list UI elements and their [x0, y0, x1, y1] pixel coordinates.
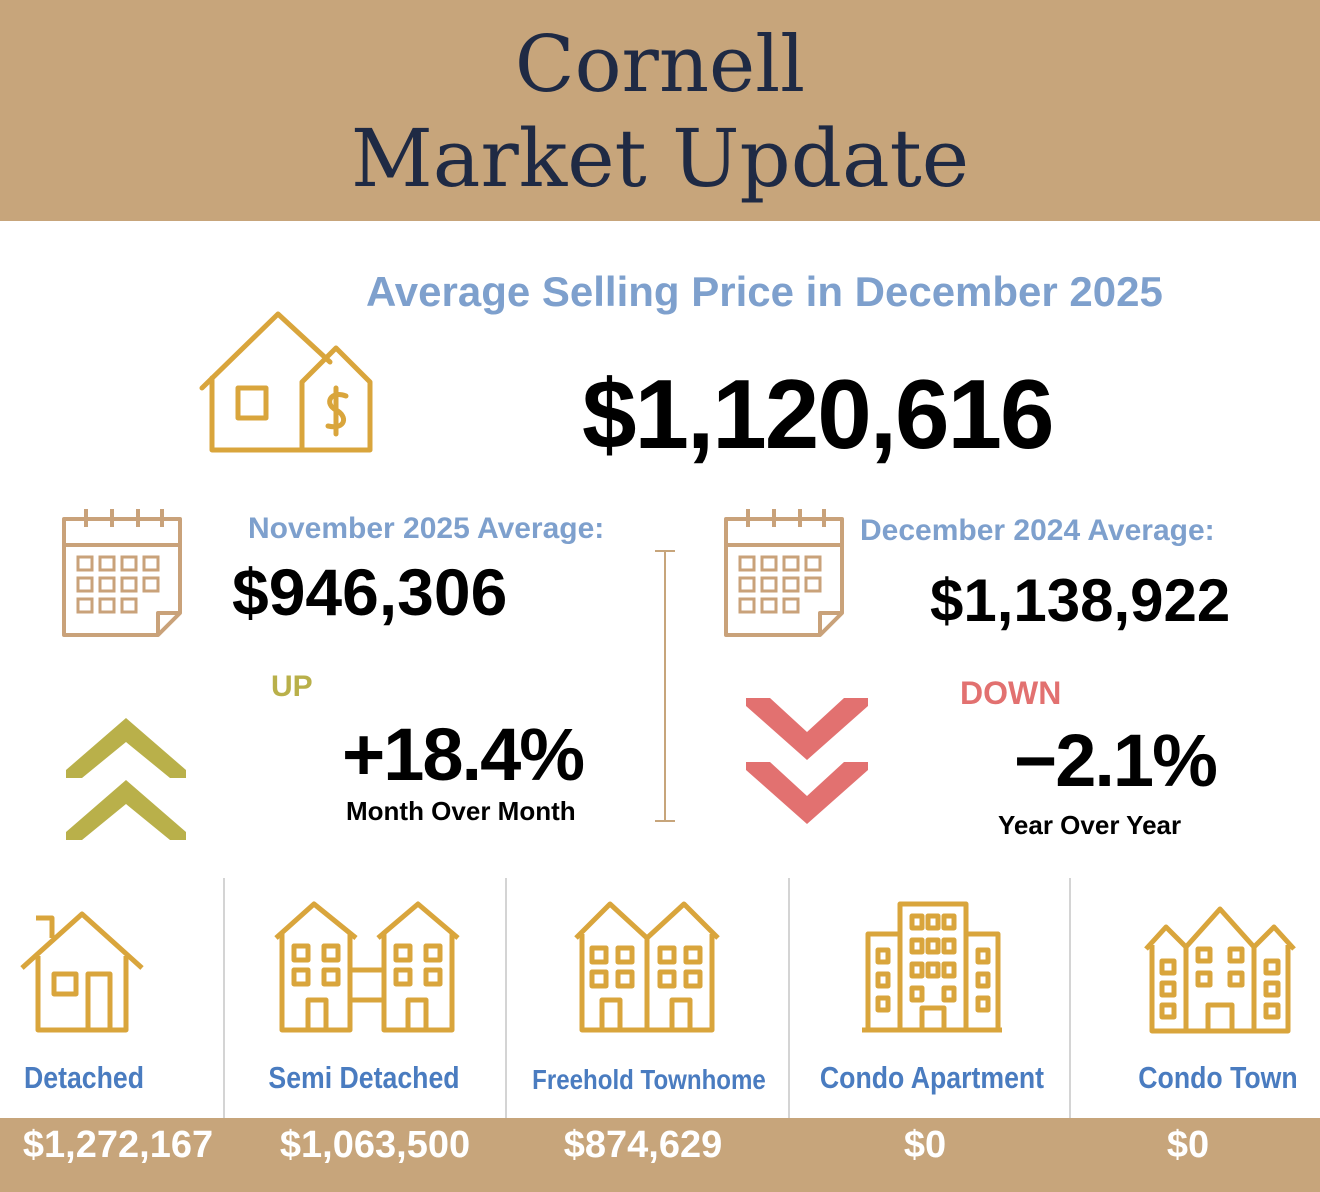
type-label-semi-detached: Semi Detached [268, 1060, 460, 1095]
title-market-update: Market Update [350, 112, 970, 205]
previous-year-price: $1,138,922 [930, 567, 1231, 634]
column-divider [788, 878, 790, 1118]
price-freehold-townhome: $874,629 [563, 1124, 723, 1166]
column-divider [1069, 878, 1071, 1118]
center-divider [664, 550, 666, 822]
condo-town-icon [1144, 906, 1296, 1034]
price-condo-town: $0 [1166, 1124, 1210, 1166]
direction-down-label: DOWN [960, 675, 1062, 711]
calendar-icon [724, 509, 844, 637]
divider-cap-top [655, 550, 675, 552]
average-selling-price: $1,120,616 [582, 359, 1054, 469]
year-over-year-change: −2.1% [1014, 719, 1218, 802]
type-label-freehold-townhome: Freehold Townhome [532, 1064, 766, 1095]
previous-month-label: November 2025 Average: [248, 512, 605, 545]
divider-cap-bottom [655, 820, 675, 822]
calendar-icon [62, 509, 182, 637]
footer-price-bar [0, 1118, 1320, 1192]
previous-year-label: December 2024 Average: [860, 514, 1215, 547]
column-divider [505, 878, 507, 1118]
previous-month-price: $946,306 [232, 555, 508, 629]
title-location: Cornell [514, 20, 806, 110]
column-divider [223, 878, 225, 1118]
average-price-subtitle: Average Selling Price in December 2025 [366, 268, 1163, 315]
month-over-month-change: +18.4% [342, 713, 585, 796]
type-label-condo-town: Condo Town [1138, 1060, 1298, 1095]
price-semi-detached: $1,063,500 [279, 1124, 471, 1166]
price-condo-apartment: $0 [903, 1124, 947, 1166]
semi-detached-icon [274, 901, 460, 1033]
header-banner: Cornell Market Update [0, 0, 1320, 221]
type-label-condo-apartment: Condo Apartment [819, 1060, 1045, 1095]
month-over-month-label: Month Over Month [346, 796, 576, 826]
price-detached: $1,272,167 [22, 1124, 214, 1166]
double-chevron-down-icon [746, 698, 868, 824]
detached-house-icon [20, 911, 144, 1033]
house-dollar-icon [199, 311, 373, 453]
double-chevron-up-icon [66, 718, 186, 840]
type-label-detached: Detached [23, 1060, 144, 1095]
townhome-icon [574, 901, 720, 1033]
condo-apartment-icon [862, 901, 1002, 1033]
year-over-year-label: Year Over Year [998, 810, 1182, 840]
direction-up-label: UP [271, 670, 313, 703]
